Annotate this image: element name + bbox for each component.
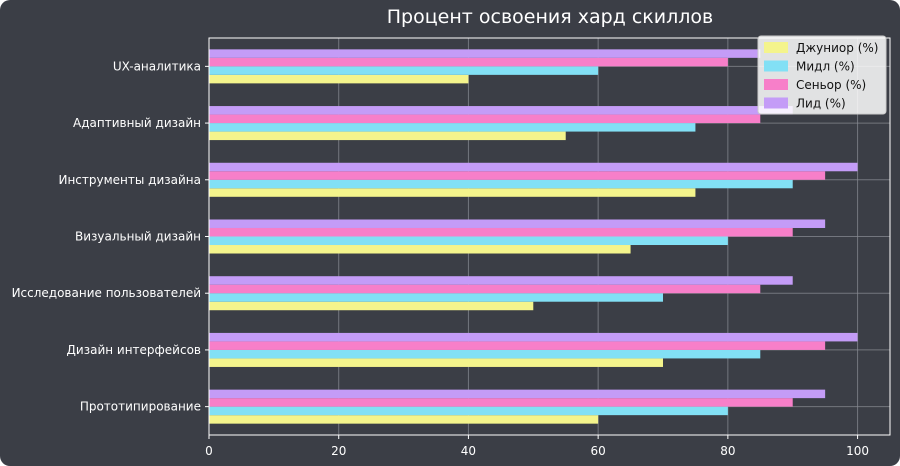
bar <box>209 332 858 342</box>
bar <box>209 293 663 302</box>
bar <box>209 162 858 172</box>
bar <box>209 406 728 416</box>
y-tick-label: Исследование пользователей <box>12 286 201 300</box>
y-tick-label: Адаптивный дизайн <box>73 116 201 130</box>
x-tick-label: 100 <box>846 444 869 458</box>
bar <box>209 66 599 75</box>
legend-swatch <box>764 79 788 90</box>
y-tick-label: Прототипирование <box>80 400 201 414</box>
y-tick-label: UX-аналитика <box>113 59 201 73</box>
bar <box>209 398 793 407</box>
y-tick-label: Дизайн интерфейсов <box>67 343 201 357</box>
bar <box>209 114 761 124</box>
bar <box>209 49 761 58</box>
axes-frame <box>208 37 891 436</box>
legend-label: Сеньор (%) <box>796 78 866 92</box>
bar <box>209 389 826 399</box>
bar <box>209 188 696 197</box>
legend-label: Мидл (%) <box>796 60 855 74</box>
axis-layer: 0 20 40 60 80 100 Прототипирование Дизайн интер… <box>12 37 891 458</box>
bar <box>209 301 534 311</box>
bar <box>209 219 826 228</box>
bar <box>209 123 696 132</box>
legend-swatch <box>764 42 788 53</box>
x-tick-label: 20 <box>331 444 346 458</box>
bar <box>209 245 631 254</box>
legend: Джуниор (%) Мидл (%) Сеньор (%) Лид (%) <box>757 35 887 115</box>
bar <box>209 227 793 237</box>
x-tick-label: 40 <box>461 444 476 458</box>
x-tick-label: 60 <box>591 444 606 458</box>
y-tick-label: Инструменты дизайна <box>58 173 201 187</box>
bar <box>209 57 728 67</box>
legend-box <box>757 35 887 115</box>
bar <box>209 131 566 141</box>
legend-label: Джуниор (%) <box>796 41 878 55</box>
bar <box>209 415 599 424</box>
bar <box>209 341 826 350</box>
bar <box>209 179 793 189</box>
bar <box>209 276 793 285</box>
bar <box>209 171 826 180</box>
x-tick-label: 0 <box>205 444 213 458</box>
bar <box>209 106 793 115</box>
bars-layer <box>209 49 858 424</box>
bar <box>209 74 469 84</box>
bar <box>209 349 761 359</box>
bar <box>209 236 728 246</box>
bar <box>209 358 663 367</box>
legend-swatch <box>764 97 788 109</box>
y-tick-label: Визуальный дизайн <box>75 230 201 244</box>
legend-label: Лид (%) <box>796 97 846 111</box>
chart-title: Процент освоения хард скиллов <box>387 6 713 28</box>
bar <box>209 284 761 294</box>
legend-swatch <box>764 60 788 72</box>
x-tick-label: 80 <box>720 444 735 458</box>
